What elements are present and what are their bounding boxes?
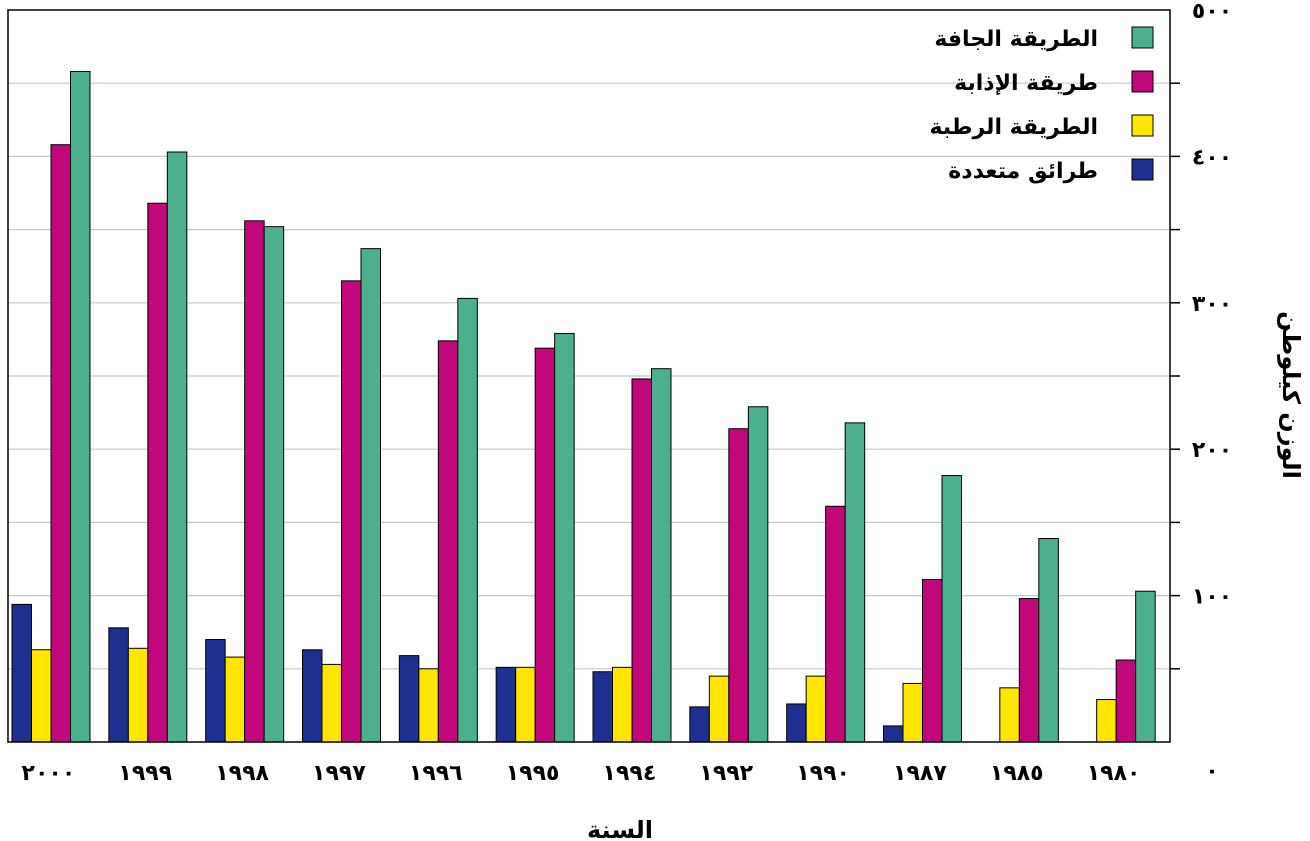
bar [515,666,536,743]
bar [495,666,517,743]
bar [70,70,91,743]
bar [883,725,904,743]
plot-area-frame [7,9,1171,743]
x-tick-label: ١٩٩٧ [312,761,366,786]
bar [1115,659,1137,743]
x-tick-label: ١٩٩٠ [796,761,850,786]
bar [689,706,710,743]
bar [631,378,652,743]
legend-swatch [1131,158,1154,181]
bar [728,428,749,743]
x-tick-label: ١٩٩٦ [409,761,463,786]
x-axis: ٢٠٠٠ ١٩٩٩ ١٩٩٨ ١٩٩٧ ١٩٩٦ ١٩٩٥ ١٩٩٤ ١٩٩٢ ١٩٩٠ ١٩٨٧… [22,761,1141,786]
bar [302,649,323,743]
bar [825,505,846,743]
legend-label: طرائق متعددة [948,159,1098,184]
x-tick-label: ١٩٨٧ [893,761,947,786]
bar [708,675,730,743]
x-tick-label: ١٩٩٢ [699,761,753,786]
bar [922,578,943,743]
bar [457,297,478,743]
x-tick-label: ١٩٨٠ [1087,761,1141,786]
bar [166,151,188,743]
y-tick-label: ٠ [1205,759,1218,784]
bar [224,656,246,743]
x-tick-label: ١٩٩٨ [215,761,269,786]
legend: الطريقة الجافة طريقة الإذابة الطريقة الرطب… [929,26,1154,184]
x-axis-title: السنة [587,816,653,841]
y-tick-label: ٥٠٠ [1192,0,1232,24]
bar [786,703,807,743]
bar [418,668,439,743]
bar [127,647,149,743]
bar [612,666,633,743]
bar [747,406,769,743]
y-axis-title: الوزن كيلوطن [1277,311,1305,479]
legend-swatch [1131,70,1154,93]
y-tick-label: ٤٠٠ [1192,145,1232,170]
x-tick-label: ١٩٩٥ [506,761,560,786]
x-tick-label: ١٩٩٩ [118,761,172,786]
bar [534,347,556,743]
legend-label: الطريقة الرطبة [929,115,1098,140]
gridlines [8,82,1180,670]
bar [31,649,52,743]
bar [941,475,962,743]
bar [1018,598,1040,743]
y-tick-label: ٣٠٠ [1192,292,1232,317]
bar [902,682,923,743]
bar [244,220,265,743]
bar [844,422,866,743]
bar [11,603,32,743]
legend-swatch [1131,114,1154,137]
bar [50,144,71,743]
x-tick-label: ١٩٩٤ [603,761,657,786]
bar [205,639,226,743]
bar [1038,538,1059,743]
bar [147,202,168,743]
bar [805,675,827,743]
x-tick-label: ١٩٨٥ [990,761,1044,786]
bar [437,340,459,743]
legend-label: الطريقة الجافة [934,27,1098,52]
y-tick-label: ٢٠٠ [1192,438,1232,463]
bar [360,248,381,743]
bar [1096,699,1117,743]
bar [554,333,575,743]
bar [1135,590,1156,743]
bar [341,280,362,743]
bar [321,663,342,743]
legend-label: طريقة الإذابة [954,71,1098,96]
bar [592,671,613,743]
y-tick-label: ١٠٠ [1192,585,1232,610]
bar [398,655,420,743]
bar [108,627,129,743]
legend-swatch [1131,26,1154,49]
y-axis: ٠ ١٠٠ ٢٠٠ ٣٠٠ ٤٠٠ ٥٠٠ [1192,0,1232,784]
bar [999,687,1020,743]
bar [263,226,285,743]
x-tick-label: ٢٠٠٠ [22,761,76,786]
bar [651,368,672,743]
